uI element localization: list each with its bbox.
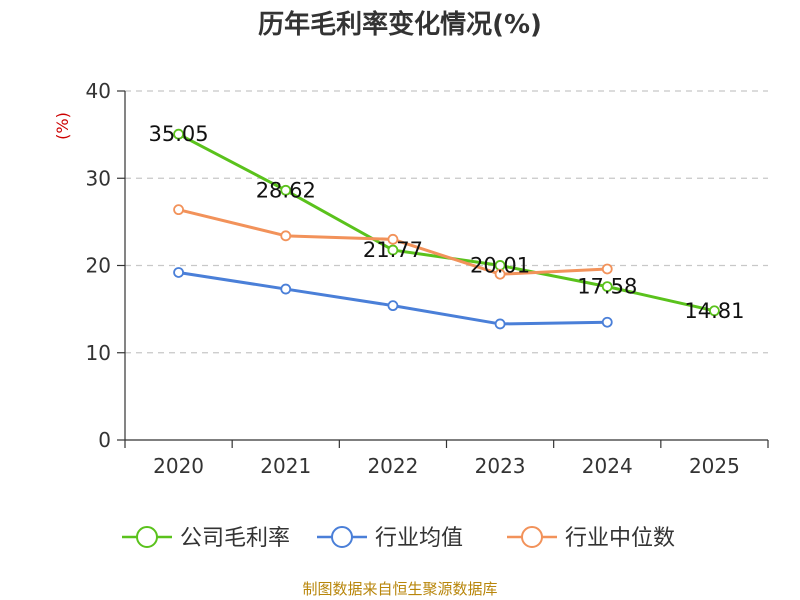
legend-label-1: 行业均值 [375,526,463,551]
y-tick-label-30: 30 [86,166,111,190]
point-1-2022[interactable] [387,300,399,312]
legend-label-0: 公司毛利率 [180,526,290,551]
legend-item-0[interactable]: 公司毛利率 [122,526,290,551]
legend-marker-0 [136,526,158,548]
x-tick-label-2020: 2020 [153,454,204,478]
legend-item-2[interactable]: 行业中位数 [507,526,675,551]
point-2-2020[interactable] [173,204,184,216]
y-tick-label-20: 20 [86,254,111,278]
data-label-2022: 21.77 [363,238,423,262]
point-2-2022[interactable] [387,233,399,245]
y-axis-label: (%) [53,112,72,140]
legend-marker-1 [331,526,353,548]
point-0-2020[interactable] [173,128,184,140]
x-tick-label-2021: 2021 [260,454,311,478]
y-tick-label-0: 0 [98,428,111,452]
source-note: 制图数据来自恒生聚源数据库 [302,580,498,598]
x-tick-label-2024: 2024 [582,454,633,478]
y-tick-label-10: 10 [86,341,111,365]
legend-marker-2 [521,526,543,548]
data-label-2025: 14.81 [684,299,744,323]
point-0-2024[interactable] [601,281,613,293]
point-0-2022[interactable] [387,244,399,256]
x-tick-label-2022: 2022 [367,454,418,478]
data-label-2023: 20.01 [470,253,530,277]
legend-item-1[interactable]: 行业均值 [317,526,463,551]
data-label-2024: 17.58 [577,275,637,299]
point-1-2021[interactable] [280,283,292,295]
data-label-2021: 28.62 [256,178,316,202]
point-1-2023[interactable] [494,318,506,330]
x-tick-label-2025: 2025 [689,454,740,478]
data-label-2020: 35.05 [149,122,209,146]
point-1-2024[interactable] [601,316,613,328]
point-2-2024[interactable] [601,263,613,275]
legend-label-2: 行业中位数 [565,526,675,551]
point-2-2021[interactable] [280,230,292,242]
chart-title: 历年毛利率变化情况(%) [258,10,542,40]
point-2-2023[interactable] [494,268,506,280]
point-1-2020[interactable] [173,267,184,278]
point-0-2021[interactable] [280,184,292,196]
y-tick-label-40: 40 [86,79,111,103]
series-line-1 [178,270,608,326]
x-tick-label-2023: 2023 [475,454,526,478]
point-0-2025[interactable] [709,305,720,317]
